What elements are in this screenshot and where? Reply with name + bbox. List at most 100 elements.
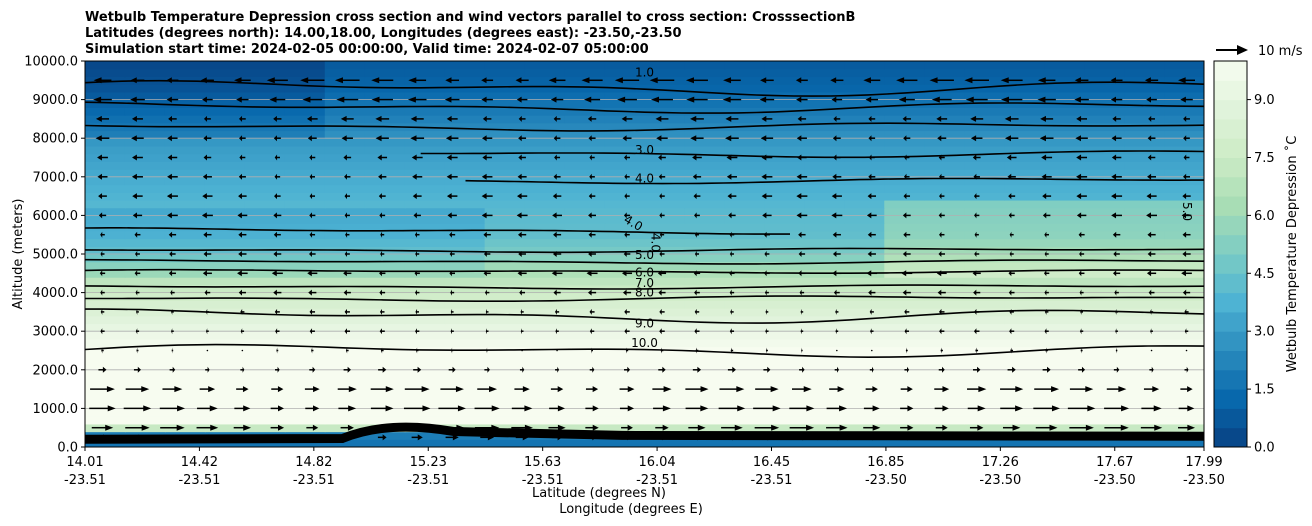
field-cell — [844, 331, 885, 340]
field-cell — [164, 323, 206, 332]
wind-vector-head — [203, 135, 207, 142]
field-cell — [324, 215, 366, 224]
field-cell — [724, 76, 765, 85]
wind-vector-head — [242, 386, 249, 393]
wind-vector-head — [937, 135, 942, 142]
wind-vector-head — [837, 366, 839, 373]
wind-vector-head — [481, 77, 487, 84]
wind-vector-head — [736, 386, 745, 393]
field-cell — [724, 238, 765, 247]
wind-vector-head — [975, 347, 977, 354]
field-cell — [1004, 145, 1045, 155]
field-cell — [1124, 277, 1165, 286]
field-cell — [884, 300, 925, 309]
field-cell — [684, 215, 726, 224]
wind-vector-head — [515, 77, 522, 84]
field-cell — [1044, 122, 1085, 132]
field-cell — [764, 138, 805, 147]
wind-vector-head — [588, 135, 592, 142]
field-cell — [924, 145, 965, 155]
wind-vector-head — [371, 77, 380, 84]
field-cell — [1164, 145, 1204, 155]
field-cell — [764, 246, 805, 255]
field-cell — [364, 416, 406, 425]
field-cell — [804, 246, 845, 255]
field-cell — [1044, 284, 1085, 294]
field-cell — [724, 184, 765, 193]
wind-vector — [1185, 349, 1188, 352]
field-cell — [924, 91, 965, 101]
field-cell — [644, 138, 686, 147]
field-cell — [564, 269, 606, 278]
field-cell — [844, 192, 885, 201]
chart-title-line-1: Wetbulb Temperature Depression cross sec… — [85, 10, 855, 25]
wind-vector-head — [974, 231, 977, 238]
field-cell — [964, 61, 1005, 70]
wind-vector-head — [312, 405, 320, 412]
field-cell — [924, 323, 965, 332]
wind-vector-head — [1187, 434, 1192, 441]
wind-vector-head — [694, 251, 697, 257]
wind-vector-head — [450, 328, 453, 335]
wind-vector-head — [1116, 366, 1120, 373]
field-cell — [684, 300, 726, 309]
wind-vector-head — [1004, 115, 1011, 122]
field-cell — [484, 107, 526, 116]
field-cell — [1084, 122, 1125, 132]
field-cell — [484, 99, 526, 108]
wind-vector-head — [1111, 212, 1117, 219]
field-cell — [204, 153, 246, 162]
field-cell — [204, 254, 246, 263]
wind-vector-head — [964, 77, 973, 84]
field-cell — [204, 215, 246, 224]
wind-vector-head — [617, 96, 626, 103]
wind-vector-head — [625, 347, 627, 354]
field-cell — [284, 323, 326, 332]
wind-vector-head — [313, 386, 320, 393]
field-cell — [404, 315, 446, 325]
field-cell — [164, 84, 206, 93]
field-cell — [164, 423, 206, 433]
wind-vector-head — [483, 251, 487, 257]
field-cell — [804, 354, 845, 363]
field-cell — [164, 416, 206, 425]
field-cell — [1124, 223, 1165, 232]
chart-title-line-3: Simulation start time: 2024-02-05 00:00:… — [85, 42, 649, 57]
wind-vector-head — [965, 96, 974, 103]
wind-vector-head — [1154, 424, 1163, 431]
field-cell — [1124, 338, 1165, 348]
field-cell — [484, 207, 526, 216]
field-cell — [684, 416, 726, 425]
field-cell — [884, 68, 925, 78]
wind-vector-head — [238, 193, 242, 200]
wind-vector-head — [1080, 308, 1082, 315]
wind-vector-head — [970, 135, 977, 142]
field-cell — [524, 423, 566, 433]
field-cell — [204, 207, 246, 216]
field-cell — [684, 362, 726, 371]
field-cell — [284, 115, 326, 124]
wind-vector-head — [1006, 154, 1012, 161]
field-cell — [604, 199, 646, 209]
field-cell — [85, 416, 126, 425]
wind-vector-head — [375, 115, 382, 122]
field-cell — [244, 354, 286, 363]
field-cell — [1164, 223, 1204, 232]
wind-vector-head — [694, 289, 697, 296]
wind-vector-head — [730, 308, 732, 315]
wind-vector-head — [408, 77, 417, 84]
wind-vector-head — [485, 308, 488, 315]
wind-vector-head — [589, 154, 592, 161]
wind-vector-head — [686, 96, 695, 103]
wind-vector-head — [1112, 231, 1117, 238]
field-cell — [764, 238, 805, 247]
field-cell — [1164, 238, 1204, 247]
field-cell — [644, 338, 686, 348]
colorbar-band — [1214, 61, 1247, 81]
x-tick-label-lon: -23.51 — [636, 473, 678, 488]
wind-vector-head — [269, 96, 277, 103]
wind-vector-head — [445, 77, 452, 84]
wind-vector-head — [1007, 173, 1012, 180]
field-cell — [964, 315, 1005, 325]
field-cell — [924, 292, 965, 301]
